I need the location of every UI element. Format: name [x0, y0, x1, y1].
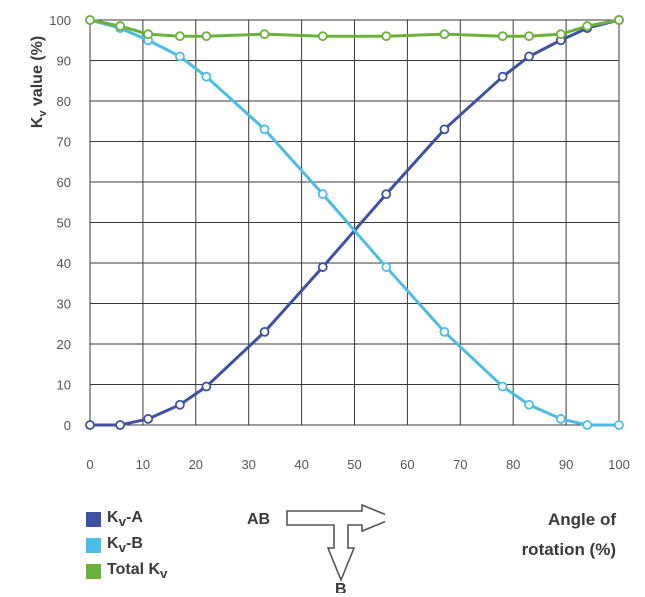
x-tick-label: 60 — [400, 457, 414, 472]
data-point — [259, 124, 270, 135]
data-point — [524, 399, 534, 410]
legend-label-kv-b: Kv-B — [107, 534, 143, 556]
data-point — [317, 31, 328, 42]
x-tick-label: 10 — [136, 457, 150, 472]
data-point — [439, 326, 450, 337]
data-point — [381, 189, 392, 200]
data-point — [439, 29, 450, 40]
data-point — [317, 189, 328, 200]
legend-item-kv-a: Kv-A — [86, 506, 167, 532]
x-axis-title: Angle of rotation (%) — [466, 505, 616, 565]
data-point — [175, 31, 185, 42]
x-axis-title-line-2: rotation (%) — [521, 540, 616, 559]
x-tick-label: 30 — [241, 457, 255, 472]
flow-label-inlet: AB — [247, 511, 270, 528]
data-point — [497, 71, 508, 82]
data-point — [555, 414, 566, 424]
data-point — [582, 420, 593, 430]
data-point — [201, 381, 212, 392]
series-2 — [85, 15, 624, 42]
flow-arrow-icon — [286, 503, 385, 583]
data-point — [614, 15, 624, 25]
data-point — [201, 31, 212, 42]
legend-swatch-kv-a — [86, 511, 101, 527]
data-point — [85, 15, 95, 25]
legend-label-kv-a: Kv-A — [107, 508, 143, 530]
y-tick-label: 0 — [64, 418, 71, 433]
data-point — [143, 414, 154, 424]
y-tick-label: 20 — [57, 337, 71, 352]
data-point — [381, 31, 392, 42]
data-point — [497, 31, 508, 42]
data-point — [115, 420, 126, 430]
data-point — [85, 420, 95, 430]
y-tick-label: 100 — [49, 13, 71, 28]
y-tick-label: 10 — [57, 378, 71, 393]
x-tick-label: 90 — [559, 457, 573, 472]
x-tick-label: 100 — [608, 457, 630, 472]
y-axis-title: Kv value (%) — [29, 36, 49, 128]
data-point — [143, 29, 154, 40]
x-tick-label: 50 — [347, 457, 361, 472]
data-point — [317, 262, 328, 272]
data-point — [175, 51, 185, 62]
x-tick-label: 80 — [506, 457, 520, 472]
x-tick-label: 70 — [453, 457, 467, 472]
legend-label-total-kv: Total Kv — [107, 560, 168, 582]
data-point — [582, 21, 593, 31]
y-tick-label: 30 — [57, 297, 71, 312]
data-point — [381, 262, 392, 272]
chart: 0 10 20 30 40 50 60 70 80 90 100 0 10 20 30 40 50 60 70 80 9… — [29, 13, 630, 472]
chart-grid — [89, 19, 620, 426]
data-point — [259, 326, 270, 337]
series-line — [89, 18, 620, 38]
data-point — [524, 51, 534, 62]
flow-label-outlet-b: B — [335, 581, 347, 593]
chart-series-layer — [85, 15, 624, 430]
y-tick-label: 60 — [57, 175, 71, 190]
x-tick-label: 20 — [189, 457, 203, 472]
legend-item-total-kv: Total Kv — [86, 558, 167, 584]
data-point — [115, 21, 126, 31]
data-point — [175, 399, 185, 410]
y-tick-label: 50 — [57, 216, 71, 231]
data-point — [439, 124, 450, 135]
y-tick-label: 70 — [57, 135, 71, 150]
data-point — [259, 29, 270, 40]
y-tick-label: 40 — [57, 256, 71, 271]
data-point — [201, 71, 212, 82]
chart-tick-labels: 0 10 20 30 40 50 60 70 80 90 100 0 10 20 30 40 50 60 70 80 9… — [49, 13, 630, 472]
series-line — [89, 18, 619, 427]
x-axis-title-line-1: Angle of — [548, 510, 616, 529]
legend-item-kv-b: Kv-B — [86, 532, 167, 558]
y-tick-label: 80 — [57, 94, 71, 109]
data-point — [614, 420, 624, 430]
legend-swatch-kv-b — [86, 537, 101, 553]
data-point — [497, 381, 508, 392]
data-point — [524, 31, 534, 42]
x-tick-label: 40 — [294, 457, 308, 472]
legend-swatch-total-kv — [86, 563, 101, 579]
chart-legend: Kv-A Kv-B Total Kv — [86, 506, 167, 584]
data-point — [555, 29, 566, 40]
valve-flow-diagram: AB A B — [247, 503, 385, 593]
x-tick-label: 0 — [86, 457, 93, 472]
y-tick-label: 90 — [57, 54, 71, 69]
